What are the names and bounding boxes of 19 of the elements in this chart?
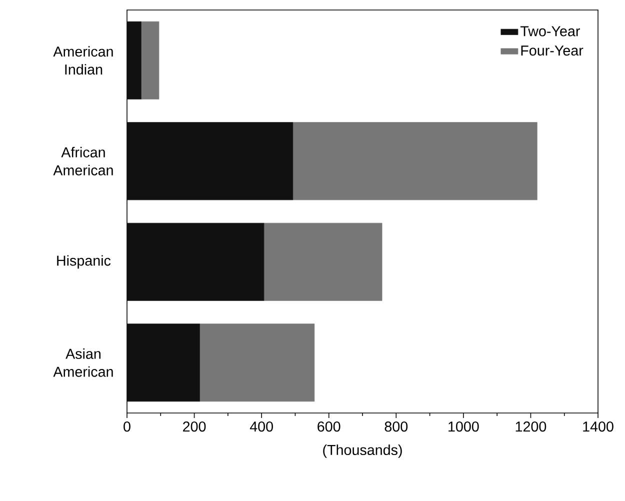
x-tick-label: 600: [318, 422, 340, 432]
x-tick-label: 200: [183, 422, 206, 432]
x-tick-label: 1400: [583, 422, 614, 432]
bar: [140, 21, 160, 100]
bar: [292, 122, 538, 200]
bar: [199, 324, 315, 402]
y-tick-label: Hispanic: [57, 255, 111, 269]
x-tick-label: 0: [124, 422, 130, 432]
x-tick-label: 1000: [448, 422, 479, 432]
x-axis-title: (Thousands): [323, 444, 402, 458]
x-tick-label: 800: [384, 422, 408, 432]
legend-label: Four-Year: [521, 46, 584, 56]
y-tick-label: African American: [53, 146, 113, 176]
legend-label: Two-Year: [520, 26, 580, 36]
x-tick-label: 1200: [516, 422, 546, 432]
bar: [264, 222, 382, 301]
x-tick-label: 400: [250, 422, 273, 432]
y-tick-label: Asian American: [53, 348, 113, 377]
y-tick-label: American Indian: [53, 46, 113, 75]
